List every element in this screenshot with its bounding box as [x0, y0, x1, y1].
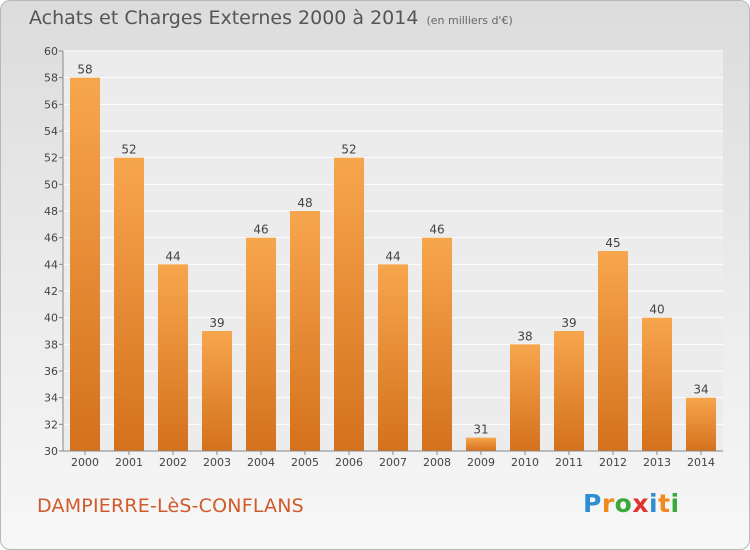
logo-letter: r [601, 489, 615, 518]
data-label: 58 [77, 63, 92, 77]
x-tick-label: 2008 [423, 456, 451, 469]
bars: 58 52 44 39 46 48 52 44 46 31 38 39 45 40 34 [70, 63, 716, 452]
x-tick-label: 2007 [379, 456, 407, 469]
bar-2007 [378, 264, 408, 451]
y-tick-label: 44 [44, 258, 58, 271]
data-label: 31 [473, 423, 488, 437]
logo-letter: i [649, 489, 659, 518]
bar-2013 [642, 317, 672, 451]
y-tick-label: 30 [44, 445, 58, 458]
x-tick-label: 2010 [511, 456, 539, 469]
y-tick-label: 32 [44, 418, 58, 431]
bar-2012 [598, 251, 628, 451]
y-tick-label: 58 [44, 72, 58, 85]
x-tick-label: 2001 [115, 456, 143, 469]
bar-2010 [510, 344, 540, 451]
x-tick-label: 2005 [291, 456, 319, 469]
x-tick-label: 2009 [467, 456, 495, 469]
data-label: 39 [209, 316, 224, 330]
bar-2014 [686, 397, 716, 451]
y-tick-label: 38 [44, 338, 58, 351]
bar-2008 [422, 237, 452, 451]
data-label: 38 [517, 329, 532, 343]
y-tick-label: 50 [44, 178, 58, 191]
y-tick-label: 36 [44, 365, 58, 378]
x-tick-label: 2003 [203, 456, 231, 469]
y-tick-label: 60 [44, 45, 58, 58]
x-tick-label: 2006 [335, 456, 363, 469]
y-tick-label: 54 [44, 125, 58, 138]
proxiti-logo: Proxiti [583, 489, 680, 518]
y-tick-label: 52 [44, 152, 58, 165]
y-tick-label: 46 [44, 232, 58, 245]
bar-2009 [466, 437, 496, 451]
data-label: 46 [429, 223, 444, 237]
data-label: 34 [693, 383, 708, 397]
logo-letter: o [614, 489, 633, 518]
data-label: 40 [649, 303, 664, 317]
logo-letter: P [583, 489, 602, 518]
x-tick-label: 2012 [599, 456, 627, 469]
logo-letter: t [658, 489, 671, 518]
x-tick-label: 2004 [247, 456, 275, 469]
bar-2011 [554, 331, 584, 451]
x-tick-label: 2002 [159, 456, 187, 469]
bar-2004 [246, 237, 276, 451]
x-tick-label: 2013 [643, 456, 671, 469]
y-tick-label: 34 [44, 392, 58, 405]
bar-2002 [158, 264, 188, 451]
data-label: 45 [605, 236, 620, 250]
y-tick-label: 56 [44, 98, 58, 111]
x-axis: 2000 2001 2002 2003 2004 2005 2006 2007 2008 2009… [63, 450, 723, 469]
y-tick-label: 42 [44, 285, 58, 298]
y-tick-label: 40 [44, 312, 58, 325]
data-label: 44 [385, 249, 400, 263]
bar-2001 [114, 157, 144, 451]
bar-2006 [334, 157, 364, 451]
chart-title: Achats et Charges Externes 2000 à 2014 (e… [29, 7, 513, 29]
y-axis: 30 32 34 36 38 40 42 44 46 48 50 52 54 56 58 60 [44, 45, 64, 458]
x-tick-label: 2000 [71, 456, 99, 469]
data-label: 48 [297, 196, 312, 210]
data-label: 39 [561, 316, 576, 330]
logo-letter: i [670, 489, 680, 518]
x-tick-label: 2014 [687, 456, 715, 469]
bar-2000 [70, 77, 100, 452]
data-label: 44 [165, 249, 180, 263]
chart-subtitle: (en milliers d'€) [426, 14, 513, 27]
x-tick-label: 2011 [555, 456, 583, 469]
logo-letter: x [632, 489, 649, 518]
y-tick-label: 48 [44, 205, 58, 218]
data-label: 52 [121, 143, 136, 157]
commune-name: DAMPIERRE-LèS-CONFLANS [37, 495, 304, 517]
data-label: 52 [341, 143, 356, 157]
bar-2005 [290, 211, 320, 451]
data-label: 46 [253, 223, 268, 237]
chart-title-text: Achats et Charges Externes 2000 à 2014 [29, 7, 419, 29]
bar-2003 [202, 331, 232, 451]
